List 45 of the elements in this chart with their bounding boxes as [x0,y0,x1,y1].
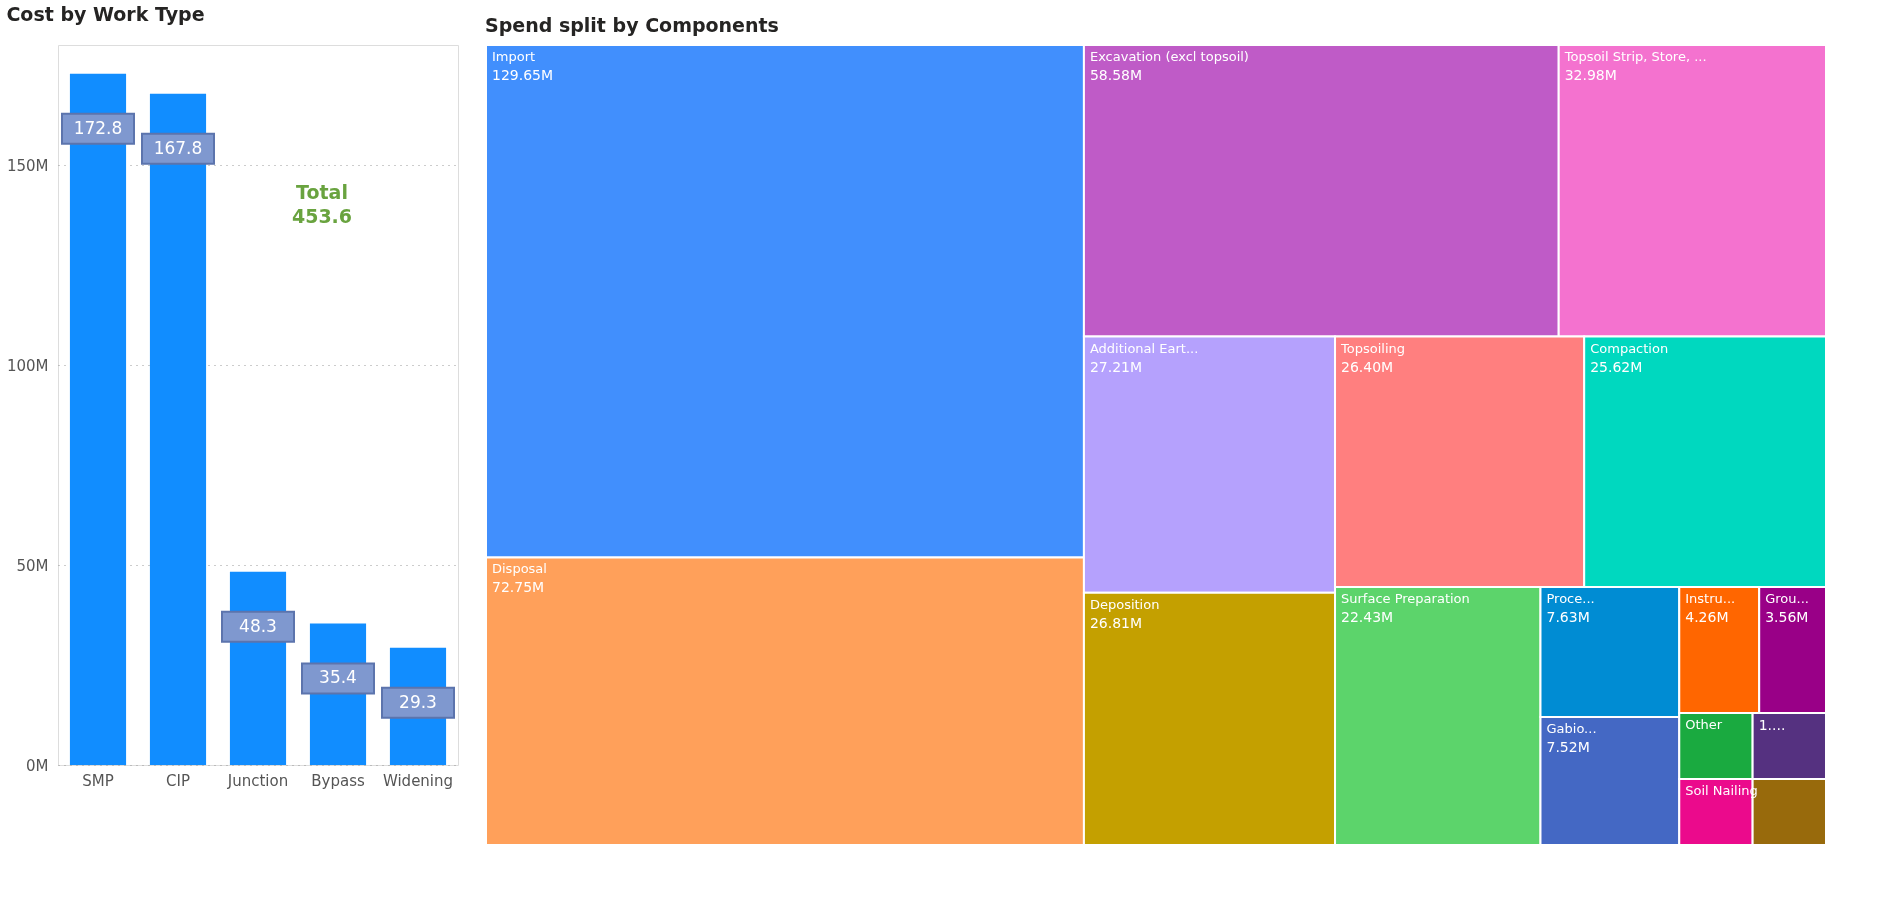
data-label: 25.62M [1590,358,1643,375]
x-tick-label: Widening [382,771,454,790]
data-label: 27.21M [1089,358,1143,375]
data-label: 1.... [1758,716,1786,733]
data-label: 167.8 [153,137,203,158]
chart-title: Cost by Work Type [6,3,205,25]
data-label: 58.58M [1089,67,1143,83]
x-tick-label: CIP [166,771,190,790]
category-label: Instru... [1685,590,1736,606]
x-tick-label: Junction [226,771,289,790]
data-label: 35.4 [319,667,357,688]
data-label: 7.52M [1546,738,1590,755]
category-label: Disposal [492,561,547,577]
category-label: Additional Eart... [1089,340,1199,356]
category-label: Topsoiling [1340,340,1406,356]
x-tick-label: Bypass [311,771,365,790]
text: Spend split by Components [485,14,779,36]
y-tick-label: 100M [6,356,49,375]
data-label: 172.8 [73,117,123,138]
category-label: Surface Preparation [1341,590,1470,606]
x-tick-label: SMP [82,771,114,790]
annotation: Total 453.6 [291,181,353,228]
data-label: 4.26M [1685,608,1729,625]
data-label: 26.81M [1089,614,1143,631]
category-label: Compaction [1590,340,1669,356]
category-label: Grou... [1765,590,1809,606]
y-tick-label: 50M [16,556,49,575]
y-tick-label: 0M [26,756,49,775]
data-label: 72.75M [492,579,545,596]
category-label: Other [1685,716,1723,732]
data-label: 32.98M [1564,67,1617,83]
data-label: 26.40M [1341,358,1394,375]
data-label: 129.65M [492,67,554,83]
data-label: 7.63M [1546,608,1590,625]
y-tick-label: 150M [6,156,49,175]
category-label: Import [492,49,536,64]
category-label: Gabio... [1546,720,1597,736]
data-label: 3.56M [1765,608,1809,625]
category-label: Proce... [1546,590,1595,606]
data-label: 48.3 [239,615,277,636]
category-label: Deposition [1089,596,1160,612]
data-label: 29.3 [399,691,437,712]
category-label: Excavation (excl topsoil) [1089,49,1249,64]
data-label: 22.43M [1341,608,1394,625]
category-label: Topsoil Strip, Store, ... [1563,49,1707,64]
